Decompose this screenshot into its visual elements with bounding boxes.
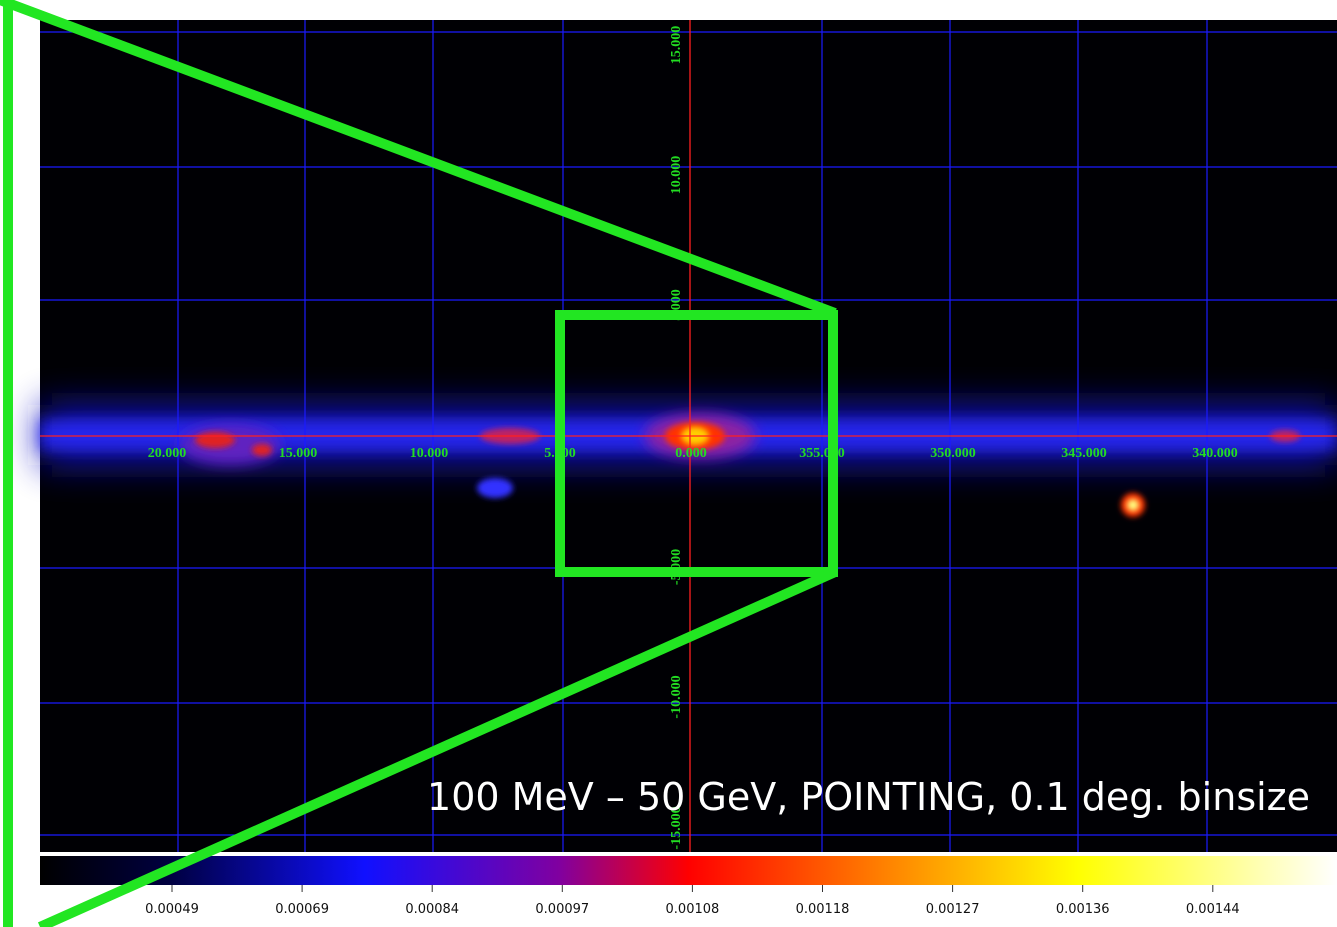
colorbar-label: 0.00127 — [926, 902, 980, 917]
latitude-label: 15.000 — [669, 26, 684, 65]
colorbar-label: 0.00049 — [145, 902, 199, 917]
longitude-label: 20.000 — [148, 446, 187, 461]
colorbar-label: 0.00084 — [405, 902, 459, 917]
longitude-label: 0.000 — [675, 446, 707, 461]
colorbar-label: 0.00108 — [666, 902, 720, 917]
colorbar-label: 0.00118 — [796, 902, 850, 917]
colorbar-label: 0.00069 — [275, 902, 329, 917]
colorbar-label: 0.00097 — [535, 902, 589, 917]
colorbar-label: 0.00144 — [1186, 902, 1240, 917]
colorbar-label: 0.00136 — [1056, 902, 1110, 917]
longitude-label: 350.000 — [930, 446, 976, 461]
page: 20.00015.00010.0005.0000.000355.000350.0… — [0, 0, 1337, 927]
longitude-label: 10.000 — [410, 446, 449, 461]
colorbar — [40, 856, 1337, 885]
latitude-label: 10.000 — [669, 156, 684, 195]
latitude-label: -10.000 — [669, 675, 684, 718]
longitude-label: 340.000 — [1192, 446, 1238, 461]
sky-map-screenshot: 20.00015.00010.0005.0000.000355.000350.0… — [0, 0, 1337, 927]
caption: 100 MeV – 50 GeV, POINTING, 0.1 deg. bin… — [427, 775, 1310, 819]
longitude-label: 345.000 — [1061, 446, 1107, 461]
longitude-label: 15.000 — [279, 446, 318, 461]
